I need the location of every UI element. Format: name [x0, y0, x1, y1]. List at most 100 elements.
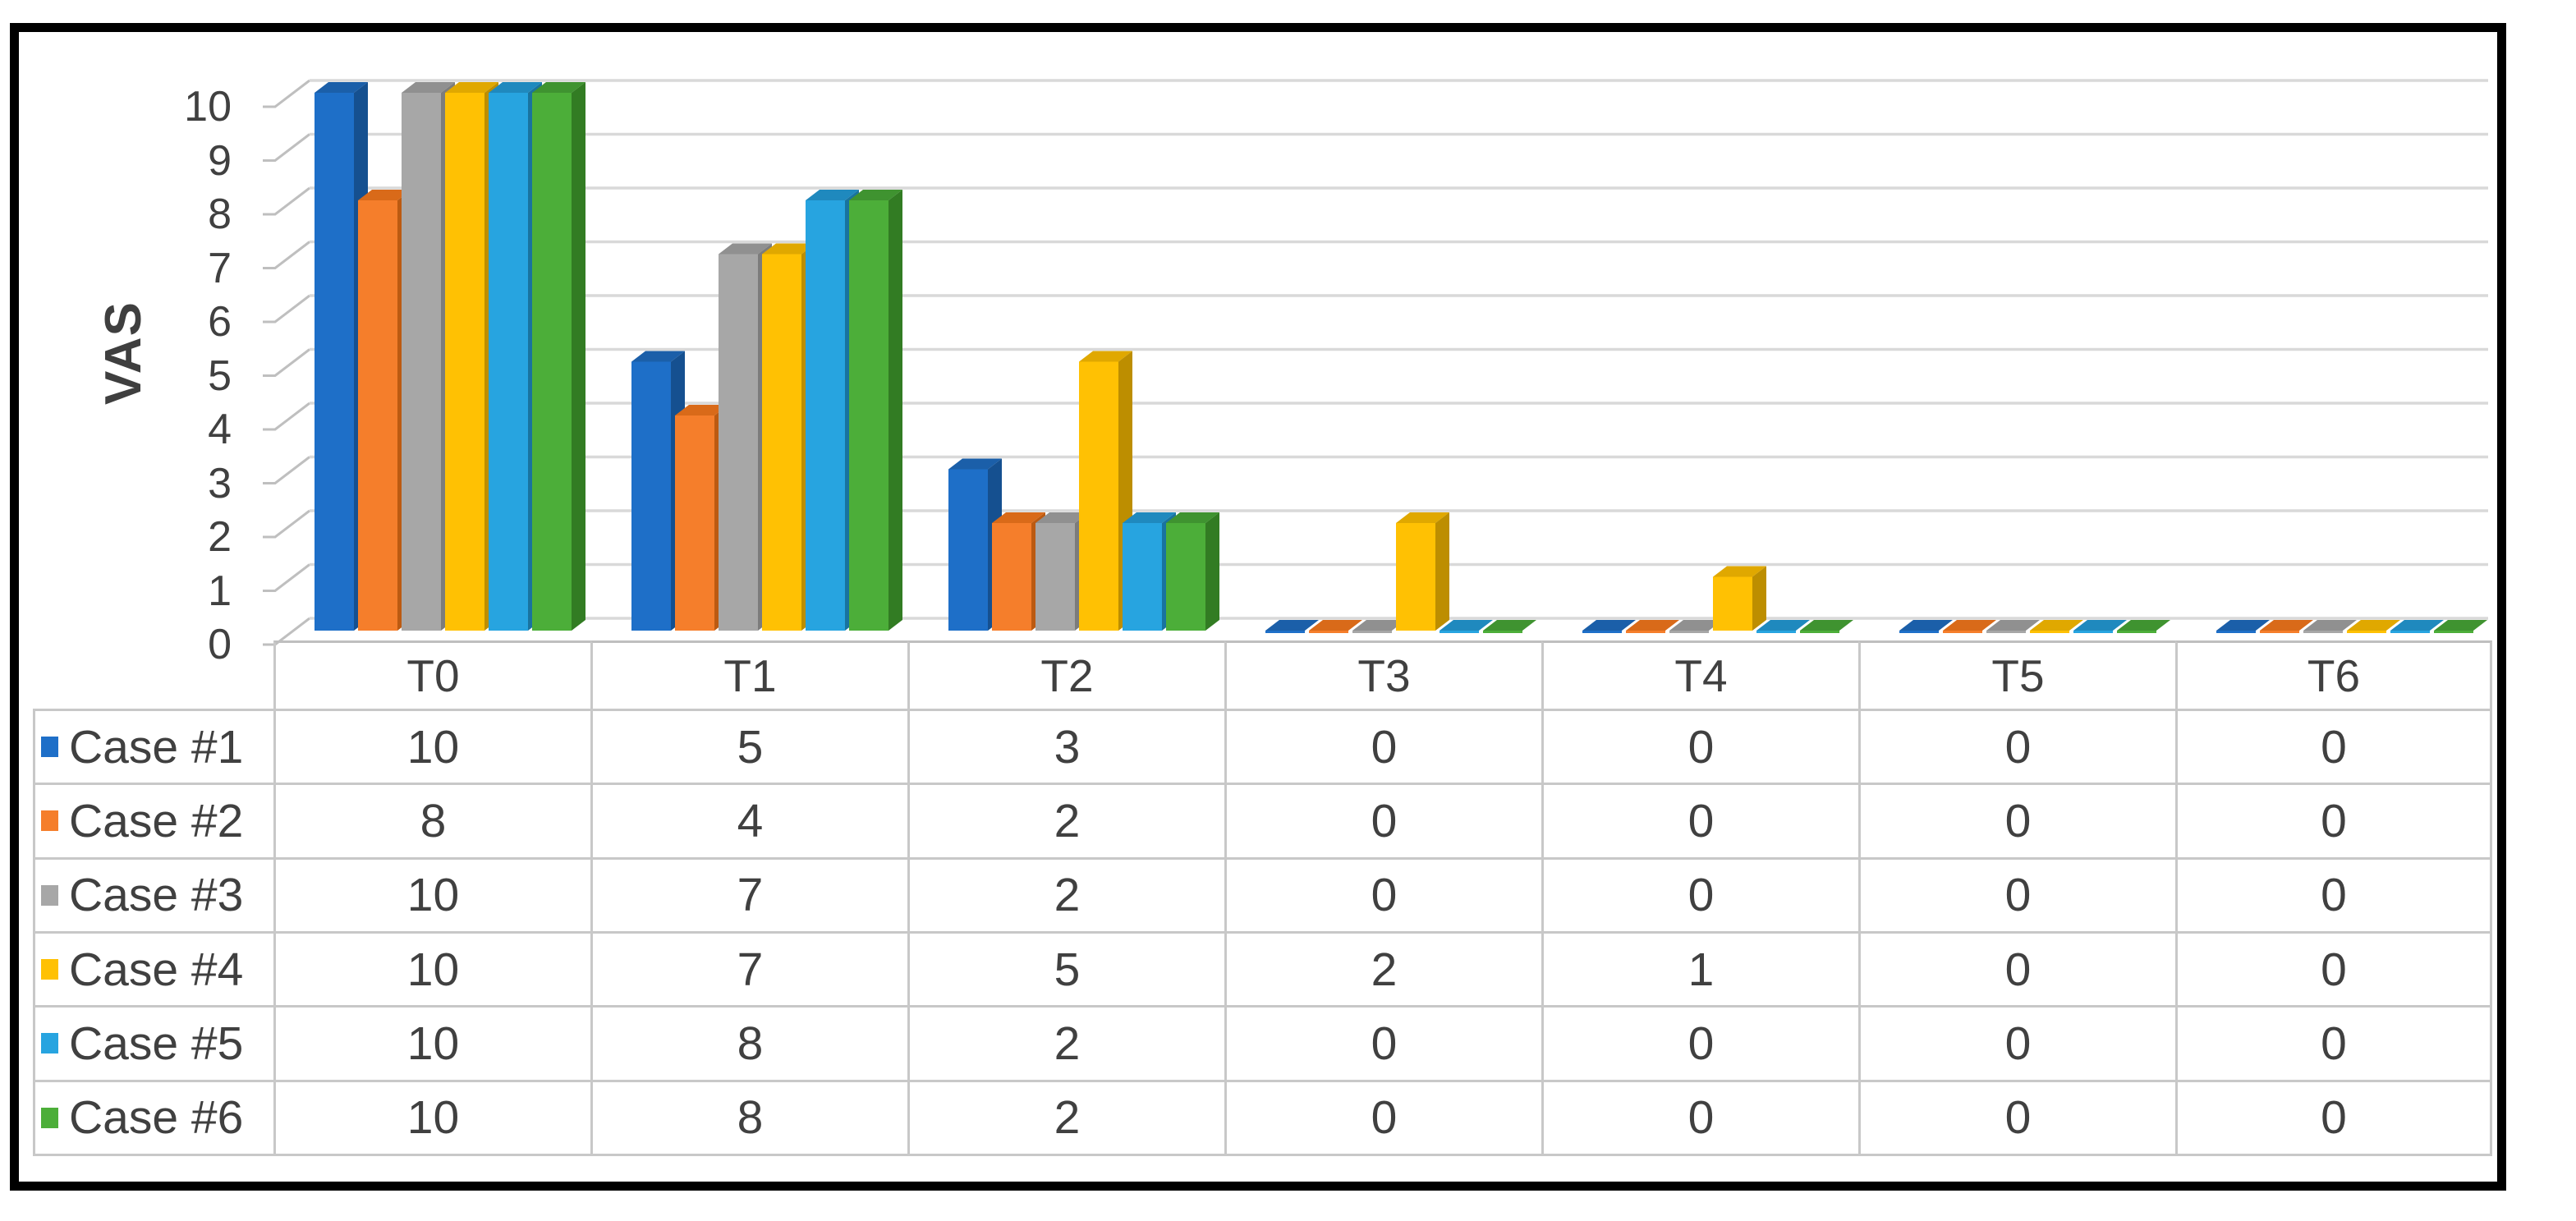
- bar-case-3-t4-top: [1669, 620, 1723, 631]
- table-cell-case-4-t0: 10: [273, 933, 590, 1008]
- bar-case-2-t5-top: [1943, 620, 1996, 631]
- table-cell-case-2-t4: 0: [1541, 785, 1858, 860]
- bar-case-5-t5: [2073, 631, 2113, 633]
- bar-case-2-t0: [358, 200, 397, 631]
- bar-case-5-t0: [489, 93, 528, 631]
- table-cell-case-3-t6: 0: [2175, 859, 2492, 934]
- table-cell-case-2-t2: 2: [907, 785, 1224, 860]
- table-cell-case-4-t5: 0: [1858, 933, 2175, 1008]
- legend-label-text: Case #4: [69, 943, 244, 996]
- bar-case-1-t0-top: [315, 82, 368, 93]
- table-cell-case-3-t4: 0: [1541, 859, 1858, 934]
- bar-case-4-t6: [2347, 631, 2386, 633]
- bar-case-6-t0: [532, 93, 572, 631]
- bar-case-4-t0-top: [445, 82, 498, 93]
- table-cell-case-6-t6: 0: [2175, 1081, 2492, 1156]
- bar-case-6-t2: [1166, 523, 1205, 631]
- table-cell-case-4-t4: 1: [1541, 933, 1858, 1008]
- table-cell-case-2-t6: 0: [2175, 785, 2492, 860]
- bar-case-2-t1-top: [675, 405, 728, 415]
- table-cell-case-4-t2: 5: [907, 933, 1224, 1008]
- bar-case-5-t6-top: [2390, 620, 2444, 631]
- bar-case-3-t1-top: [719, 243, 772, 255]
- bar-case-1-t0: [315, 93, 354, 631]
- bar-case-1-t2-top: [948, 458, 1002, 470]
- bar-case-4-t4-side: [1752, 566, 1766, 631]
- bar-case-6-t5: [2117, 631, 2156, 633]
- y-tick-label-1: 1: [208, 567, 232, 615]
- legend-label-text: Case #3: [69, 869, 244, 922]
- y-tick-mark-1: [263, 563, 310, 592]
- bar-case-2-t6: [2260, 631, 2299, 633]
- legend-label-text: Case #5: [69, 1017, 244, 1070]
- bar-case-3-t5: [1986, 631, 2026, 633]
- bar-case-1-t5-top: [1899, 620, 1953, 631]
- bar-case-6-t3-top: [1483, 620, 1536, 631]
- y-tick-label-7: 7: [208, 244, 232, 292]
- bar-case-6-t1-top: [849, 190, 902, 200]
- legend-swatch-5: [41, 1033, 58, 1054]
- bar-case-3-t1: [719, 254, 758, 631]
- bar-case-1-t3: [1265, 631, 1305, 633]
- table-header-t4: T4: [1541, 640, 1858, 711]
- legend-label-text: Case #1: [69, 720, 244, 773]
- table-header-t6: T6: [2175, 640, 2492, 711]
- y-tick-mark-2: [263, 509, 310, 539]
- bar-case-4-t5-top: [2030, 620, 2083, 631]
- y-tick-label-9: 9: [208, 136, 232, 185]
- bar-case-6-t1: [849, 200, 889, 631]
- bar-case-6-t3: [1483, 631, 1522, 633]
- bar-case-6-t1-side: [889, 190, 902, 631]
- table-cell-case-2-t1: 4: [590, 785, 907, 860]
- y-tick-mark-3: [263, 456, 310, 484]
- bar-case-2-t2: [992, 523, 1031, 631]
- table-cell-case-1-t2: 3: [907, 711, 1224, 786]
- bar-case-3-t2-top: [1035, 512, 1089, 523]
- bar-case-4-t3-top: [1396, 512, 1449, 523]
- bar-case-1-t4: [1582, 631, 1622, 633]
- bar-case-2-t3: [1309, 631, 1348, 633]
- y-tick-label-4: 4: [208, 406, 232, 453]
- y-tick-label-8: 8: [208, 190, 232, 238]
- table-cell-case-6-t4: 0: [1541, 1081, 1858, 1156]
- bar-case-5-t0-top: [489, 82, 542, 93]
- bar-case-3-t4: [1669, 631, 1709, 633]
- table-cell-case-4-t1: 7: [590, 933, 907, 1008]
- legend-row-label-2: Case #2: [33, 785, 273, 860]
- legend-label-text: Case #6: [69, 1091, 244, 1145]
- bar-case-2-t1: [675, 415, 714, 631]
- bar-case-5-t4-top: [1756, 620, 1810, 631]
- table-header-t5: T5: [1858, 640, 2175, 711]
- table-cell-case-3-t2: 2: [907, 859, 1224, 934]
- bar-case-4-t6-top: [2347, 620, 2400, 631]
- table-header-t1: T1: [590, 640, 907, 711]
- y-tick-label-10: 10: [184, 83, 232, 131]
- bar-case-1-t6-top: [2216, 620, 2270, 631]
- table-cell-case-1-t3: 0: [1224, 711, 1541, 786]
- bar-case-2-t4: [1626, 631, 1665, 633]
- bar-case-4-t4: [1713, 576, 1752, 631]
- table-cell-case-3-t3: 0: [1224, 859, 1541, 934]
- table-header-t3: T3: [1224, 640, 1541, 711]
- table-header-t2: T2: [907, 640, 1224, 711]
- bar-case-5-t5-top: [2073, 620, 2127, 631]
- bar-case-3-t2: [1035, 523, 1075, 631]
- table-cell-case-4-t6: 0: [2175, 933, 2492, 1008]
- table-cell-case-5-t3: 0: [1224, 1008, 1541, 1082]
- bar-case-5-t2-top: [1123, 512, 1176, 523]
- legend-row-label-5: Case #5: [33, 1008, 273, 1082]
- y-tick-mark-7: [263, 241, 310, 269]
- bar-case-2-t0-top: [358, 190, 411, 200]
- table-cell-case-4-t3: 2: [1224, 933, 1541, 1008]
- bar-case-6-t2-side: [1205, 512, 1219, 631]
- table-cell-case-2-t5: 0: [1858, 785, 2175, 860]
- bar-case-4-t1: [762, 254, 801, 631]
- y-tick-label-2: 2: [208, 513, 232, 561]
- table-cell-case-2-t0: 8: [273, 785, 590, 860]
- bar-case-6-t6: [2434, 631, 2473, 633]
- y-tick-mark-10: [263, 79, 310, 108]
- table-cell-case-6-t1: 8: [590, 1081, 907, 1156]
- bar-case-2-t2-top: [992, 512, 1045, 523]
- table-cell-case-5-t0: 10: [273, 1008, 590, 1082]
